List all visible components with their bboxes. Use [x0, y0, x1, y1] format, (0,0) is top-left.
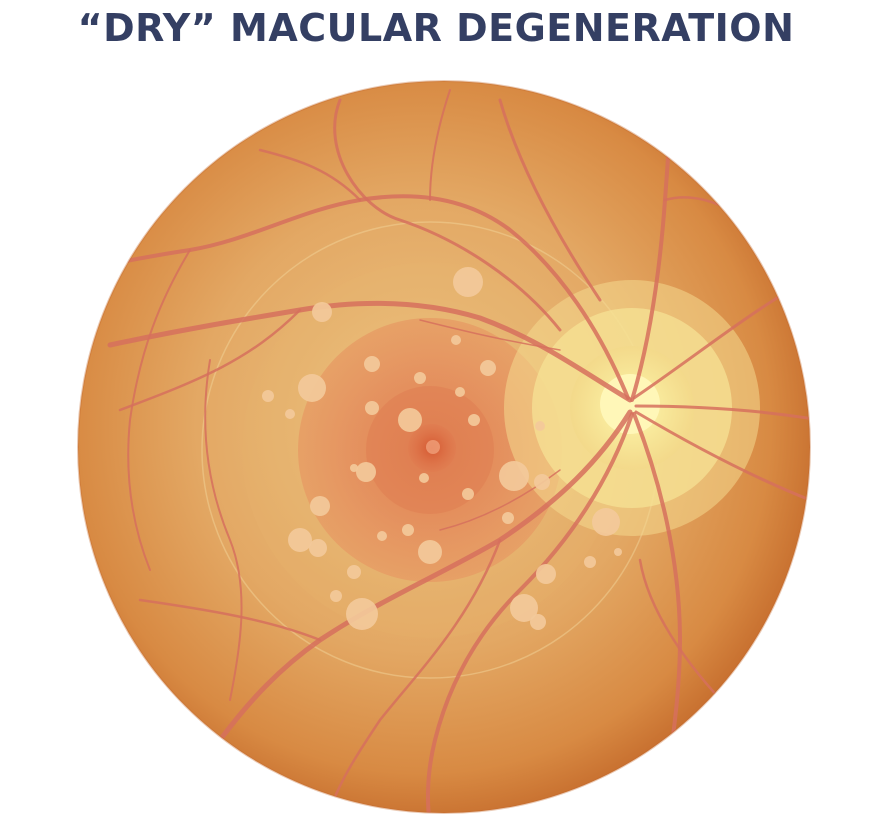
drusen-deposit	[462, 488, 474, 500]
drusen-deposit	[350, 464, 358, 472]
vessel-upper-left	[258, 148, 362, 202]
vessel-inferior-temporal	[217, 409, 633, 743]
drusen-deposit	[530, 614, 546, 630]
drusen-deposit	[584, 556, 596, 568]
drusen-deposits	[262, 267, 622, 630]
drusen-deposit	[592, 508, 620, 536]
drusen-deposit	[356, 462, 376, 482]
drusen-deposit	[536, 564, 556, 584]
drusen-deposit	[285, 409, 295, 419]
drusen-deposit	[614, 548, 622, 556]
vessel-upper-branch-2	[333, 98, 562, 332]
vessel-left-low	[138, 598, 322, 642]
drusen-deposit	[312, 302, 332, 322]
drusen-deposit	[419, 473, 429, 483]
drusen-deposit	[365, 401, 379, 415]
drusen-deposit	[330, 590, 342, 602]
vessel-superior-temporal	[107, 300, 633, 403]
drusen-deposit	[453, 267, 483, 297]
drusen-deposit	[535, 421, 545, 431]
vessel-inferior-nasal-2	[634, 410, 810, 502]
vessel-left-mid	[118, 308, 302, 412]
drusen-deposit	[377, 531, 387, 541]
drusen-deposit	[402, 524, 414, 536]
drusen-deposit	[455, 387, 465, 397]
drusen-deposit	[288, 528, 312, 552]
drusen-deposit	[534, 474, 550, 490]
drusen-deposit	[510, 594, 538, 622]
drusen-deposit	[451, 335, 461, 345]
vessel-macula-fine-1	[419, 319, 561, 351]
drusen-deposit	[414, 372, 426, 384]
drusen-deposit	[468, 414, 480, 426]
drusen-deposit	[418, 540, 442, 564]
vessel-lower-branch	[328, 538, 502, 812]
vessel-top-left	[429, 89, 451, 201]
vessel-left-far	[127, 249, 191, 571]
fovea-center	[426, 440, 440, 454]
drusen-deposit	[347, 565, 361, 579]
page-title: “DRY” MACULAR DEGENERATION	[77, 6, 795, 50]
drusen-deposit	[346, 598, 378, 630]
drusen-deposit	[364, 356, 380, 372]
vessel-nasal	[634, 404, 810, 422]
vessel-upper-branch	[498, 98, 602, 302]
drusen-deposit	[480, 360, 496, 376]
drusen-deposit	[298, 374, 326, 402]
vessel-inferior-temporal-2	[426, 412, 634, 813]
drusen-deposit	[309, 539, 327, 557]
vessel-left-branch	[204, 359, 243, 701]
drusen-deposit	[502, 512, 514, 524]
retina-rim	[77, 80, 811, 814]
drusen-deposit	[310, 496, 330, 516]
vessel-superior-nasal-2	[632, 288, 792, 400]
drusen-deposit	[499, 461, 529, 491]
drusen-deposit	[398, 408, 422, 432]
drusen-deposit	[262, 390, 274, 402]
